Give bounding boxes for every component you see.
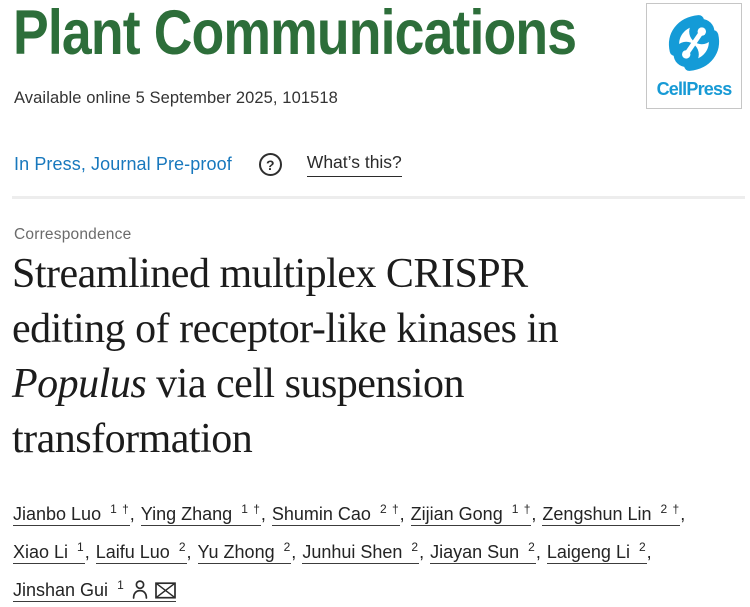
- author-separator: ,: [84, 542, 90, 562]
- title-segment: transformation: [12, 416, 253, 462]
- help-question-icon[interactable]: ?: [258, 153, 282, 176]
- author-link[interactable]: Zengshun Lin 2 †: [542, 502, 681, 526]
- author-line: Jianbo Luo 1 †, Ying Zhang 1 †, Shumin Cao…: [13, 493, 691, 531]
- author-affiliation-sup: 2 †: [379, 502, 400, 516]
- author-affiliation-sup: 2 †: [660, 502, 681, 516]
- author-link[interactable]: Laigeng Li 2: [546, 540, 647, 564]
- author-affiliation-sup: 2: [528, 540, 536, 554]
- envelope-icon[interactable]: [154, 582, 176, 599]
- title-segment: Streamlined multiplex CRISPR: [12, 251, 528, 297]
- author-affiliation-sup: 2: [283, 540, 292, 554]
- author-affiliation-sup: 1 †: [110, 502, 130, 516]
- person-icon[interactable]: [132, 580, 148, 599]
- author-affiliation-sup: 1 †: [511, 502, 532, 516]
- author-separator: ,: [531, 504, 537, 524]
- available-online-text: Available online 5 September 2025, 10151…: [14, 89, 338, 107]
- author-link[interactable]: Yu Zhong 2: [197, 540, 292, 564]
- section-divider: [12, 196, 745, 199]
- title-line: Populus via cell suspension: [12, 357, 558, 412]
- author-separator: ,: [129, 504, 135, 524]
- author-separator: ,: [186, 542, 192, 562]
- cellpress-logo[interactable]: CellPress: [646, 3, 742, 109]
- cellpress-swirl-icon: [668, 15, 720, 71]
- author-separator: ,: [399, 504, 405, 524]
- author-separator: ,: [419, 542, 425, 562]
- author-link[interactable]: Junhui Shen 2: [302, 540, 420, 564]
- author-separator: ,: [291, 542, 297, 562]
- author-affiliation-sup: 2: [178, 540, 187, 554]
- title-segment: editing of receptor-like kinases in: [12, 306, 559, 352]
- title-line: Streamlined multiplex CRISPR: [12, 247, 558, 302]
- article-title: Streamlined multiplex CRISPR editing of r…: [12, 247, 559, 467]
- author-link[interactable]: Jinshan Gui 1: [13, 578, 176, 602]
- author-separator: ,: [680, 504, 686, 524]
- author-link[interactable]: Laifu Luo 2: [95, 540, 187, 564]
- author-affiliation-sup: 1: [117, 578, 125, 592]
- author-link[interactable]: Zijian Gong 1 †: [410, 502, 532, 526]
- author-affiliation-sup: 2: [411, 540, 420, 554]
- section-label: Correspondence: [14, 226, 132, 243]
- question-glyph: ?: [266, 156, 275, 173]
- author-separator: ,: [646, 542, 652, 562]
- status-row: In Press, Journal Pre-proof ? What’s thi…: [14, 151, 402, 178]
- author-separator: ,: [260, 504, 266, 524]
- author-link[interactable]: Xiao Li 1: [13, 540, 85, 564]
- author-affiliation-sup: 1: [77, 540, 85, 554]
- title-line: transformation: [12, 412, 558, 467]
- author-separator: ,: [535, 542, 541, 562]
- author-link[interactable]: Jianbo Luo 1 †: [13, 502, 130, 526]
- cellpress-wordmark: CellPress: [656, 79, 733, 99]
- inpress-status-text: In Press, Journal Pre-proof: [14, 154, 232, 174]
- title-segment: via cell suspension: [146, 361, 464, 407]
- title-line: editing of receptor-like kinases in: [12, 302, 559, 357]
- author-affiliation-sup: 2: [638, 540, 647, 554]
- author-link[interactable]: Ying Zhang 1 †: [140, 502, 261, 526]
- author-link[interactable]: Shumin Cao 2 †: [271, 502, 400, 526]
- journal-title-text: Plant Communications: [13, 0, 577, 68]
- author-affiliation-sup: 1 †: [241, 502, 261, 516]
- author-list: Jianbo Luo 1 †, Ying Zhang 1 †, Shumin Cao…: [13, 493, 691, 607]
- author-line: Jinshan Gui 1: [13, 569, 691, 607]
- title-italic-segment: Populus: [12, 361, 147, 407]
- author-line: Xiao Li 1, Laifu Luo 2, Yu Zhong 2, Junhui …: [13, 531, 691, 569]
- author-link[interactable]: Jiayan Sun 2: [430, 540, 536, 564]
- whats-this-link[interactable]: What’s this?: [306, 152, 402, 177]
- journal-title-link[interactable]: Plant Communications: [13, 1, 676, 65]
